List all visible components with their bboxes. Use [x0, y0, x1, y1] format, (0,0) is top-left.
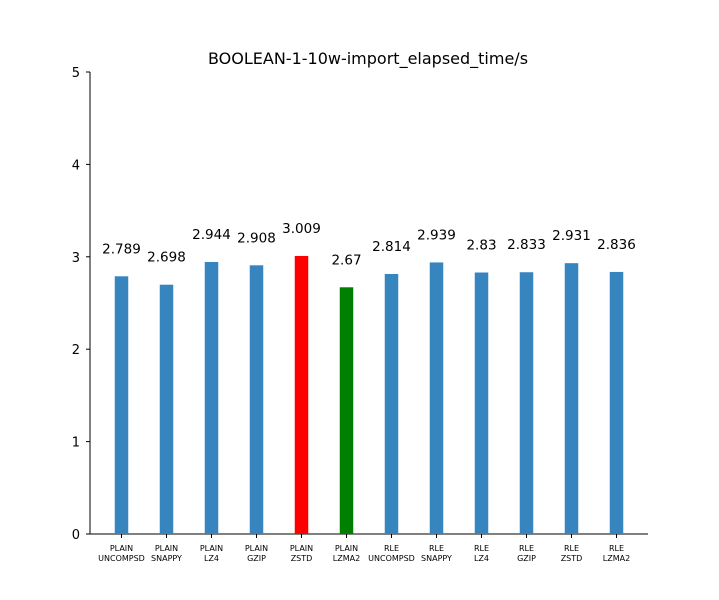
x-tick-label: PLAIN [155, 544, 178, 553]
x-tick-label: RLE [384, 544, 399, 553]
x-tick-label: PLAIN [200, 544, 223, 553]
data-label: 2.908 [237, 230, 276, 246]
data-label: 2.836 [597, 237, 636, 253]
x-tick-label: LZ4 [474, 554, 489, 563]
x-tick-label: GZIP [247, 554, 266, 563]
data-label: 2.814 [372, 239, 411, 255]
y-tick-label: 0 [72, 528, 80, 543]
y-tick-label: 2 [72, 343, 80, 358]
bar [384, 273, 399, 534]
x-tick-label: RLE [519, 544, 534, 553]
x-tick-label: PLAIN [245, 544, 268, 553]
bar [564, 263, 579, 534]
y-tick-label: 3 [72, 251, 80, 266]
data-label: 2.698 [147, 250, 186, 266]
x-tick-label: LZ4 [204, 554, 219, 563]
x-tick-label: LZMA2 [603, 554, 630, 563]
bar [249, 265, 264, 534]
x-tick-label: RLE [429, 544, 444, 553]
y-axis: 0 1 2 3 4 5 [72, 66, 91, 543]
y-tick-label: 5 [72, 66, 80, 81]
bar [159, 284, 174, 534]
x-tick-label: SNAPPY [151, 554, 182, 563]
bar [339, 287, 354, 534]
x-tick-label: GZIP [517, 554, 536, 563]
x-tick-label: LZMA2 [333, 554, 360, 563]
x-tick-label: PLAIN [110, 544, 133, 553]
data-label: 3.009 [282, 221, 321, 237]
x-tick-label: RLE [609, 544, 624, 553]
bar [429, 262, 444, 534]
data-label: 2.833 [507, 237, 546, 253]
data-labels-group: 2.789 2.698 2.944 2.908 3.009 2.67 2.814 2.939 2… [102, 221, 636, 268]
x-tick-label: UNCOMPSD [368, 554, 415, 563]
data-label: 2.939 [417, 227, 456, 243]
bars-group [114, 255, 624, 535]
bar [609, 271, 624, 534]
data-label: 2.67 [331, 252, 361, 268]
x-tick-label: ZSTD [561, 554, 583, 563]
chart-title: BOOLEAN-1-10w-import_elapsed_time/s [208, 49, 528, 69]
x-tick-label: ZSTD [291, 554, 313, 563]
bar [474, 272, 489, 534]
data-label: 2.944 [192, 227, 231, 243]
x-tick-label: SNAPPY [421, 554, 452, 563]
bar [294, 255, 309, 535]
x-tick-label: PLAIN [335, 544, 358, 553]
data-label: 2.83 [466, 238, 496, 254]
data-label: 2.789 [102, 241, 141, 257]
x-tick-label: RLE [474, 544, 489, 553]
x-tick-label: PLAIN [290, 544, 313, 553]
y-tick-label: 4 [72, 158, 80, 173]
data-label: 2.931 [552, 228, 591, 244]
bar [204, 261, 219, 534]
bar [114, 276, 129, 534]
y-tick-label: 1 [72, 436, 80, 451]
x-tick-label: UNCOMPSD [98, 554, 145, 563]
x-axis: PLAINUNCOMPSDPLAINSNAPPYPLAINLZ4PLAINGZI… [90, 533, 648, 563]
bar [519, 272, 534, 534]
x-tick-label: RLE [564, 544, 579, 553]
